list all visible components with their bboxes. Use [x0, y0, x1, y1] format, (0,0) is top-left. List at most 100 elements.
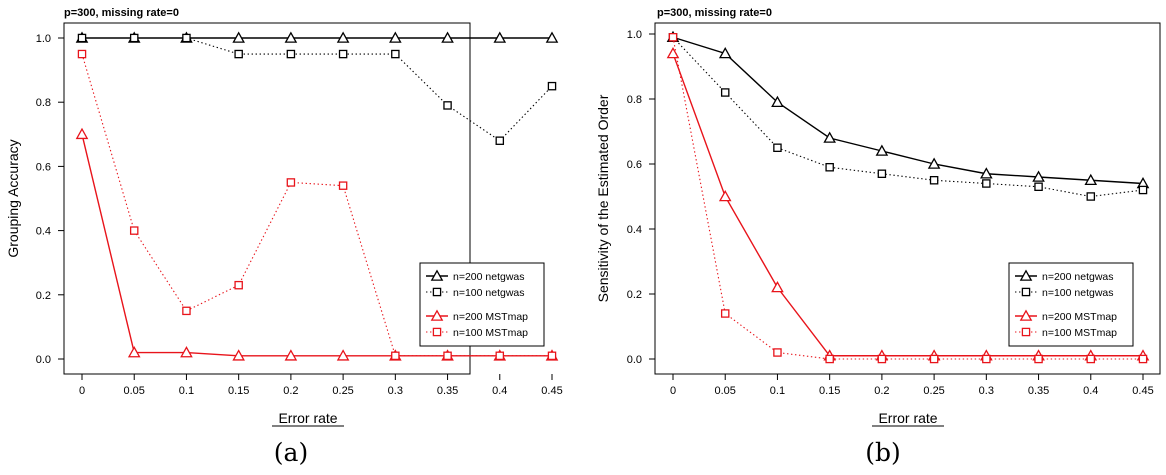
y-tick-label: 0.0	[627, 354, 642, 366]
data-point-square	[877, 354, 887, 364]
series-line	[82, 37, 553, 142]
data-point-square	[286, 178, 296, 187]
legend-label: n=100 MSTmap	[453, 327, 528, 339]
legend-label: n=200 netgwas	[1042, 271, 1114, 283]
x-axis-label: Error rate	[878, 410, 937, 426]
legend-marker-square	[1021, 287, 1031, 297]
legend-item: n=200 netgwas	[1015, 269, 1114, 283]
data-point-triangle	[771, 280, 784, 293]
y-tick-label: 0.6	[627, 159, 642, 171]
data-point-square	[982, 179, 991, 188]
data-point-square	[929, 354, 939, 364]
legend: n=200 netgwas n=100 netgwas n=200 MSTmap n=…	[1008, 262, 1134, 347]
legend-item: n=200 MSTmap	[426, 309, 528, 323]
x-tick-label: 0.25	[332, 385, 353, 397]
data-point-square	[1034, 182, 1043, 191]
data-point-square	[77, 49, 87, 59]
plot-frame	[654, 22, 1161, 375]
x-tick-label: 0.2	[283, 385, 298, 397]
series-n-200-netgwas	[666, 30, 1150, 189]
series-n-200-mstmap	[75, 127, 559, 361]
y-tick-label: 1.0	[627, 29, 642, 41]
y-tick-label: 0.4	[36, 226, 51, 238]
data-point-square	[773, 143, 782, 152]
legend-label: n=200 MSTmap	[453, 311, 528, 323]
panel-caption: (b)	[865, 438, 901, 467]
data-point-triangle	[980, 167, 993, 179]
y-tick-label: 0.2	[627, 289, 642, 301]
legend-item: n=200 netgwas	[426, 269, 525, 283]
chart-title: p=300, missing rate=0	[64, 7, 179, 19]
chart-panel-a: p=300, missing rate=0 0 0.05 0.1 0.15 0.2 0.25…	[5, 7, 563, 467]
x-tick-label: 0.2	[874, 385, 889, 397]
legend-marker-square	[432, 327, 442, 337]
legend-item: n=200 MSTmap	[1015, 309, 1117, 323]
y-axis-label: Grouping Accuracy	[5, 139, 21, 257]
data-point-square	[338, 49, 348, 59]
legend-item: n=100 netgwas	[426, 287, 525, 299]
legend-marker-triangle	[430, 309, 444, 321]
data-point-square	[182, 306, 191, 316]
legend-marker-triangle	[1019, 269, 1033, 281]
plot-frame	[63, 22, 471, 375]
data-point-triangle	[666, 46, 680, 59]
data-point-triangle	[823, 131, 836, 143]
data-point-triangle	[1084, 173, 1098, 186]
data-point-square	[825, 162, 834, 172]
x-tick-label: 0.15	[228, 385, 249, 397]
x-tick-label: 0.35	[437, 385, 458, 397]
y-axis-label: Sensitivity of the Estimated Order	[595, 94, 611, 302]
data-point-square	[129, 226, 139, 235]
data-point-triangle	[771, 95, 784, 108]
series-n-100-mstmap	[77, 49, 557, 361]
series-n-200-netgwas	[75, 31, 559, 43]
data-point-square	[495, 136, 505, 145]
data-point-square	[668, 33, 678, 42]
data-point-square	[234, 49, 243, 59]
x-tick-label: 0.4	[492, 385, 507, 397]
data-point-square	[234, 280, 243, 290]
y-tick-label: 0.2	[36, 290, 51, 302]
x-tick-label: 0.05	[124, 385, 145, 397]
data-point-square	[286, 49, 296, 59]
data-point-triangle	[232, 349, 245, 361]
y-tick-label: 0.8	[36, 97, 51, 109]
data-point-triangle	[389, 31, 402, 43]
chart-title: p=300, missing rate=0	[657, 7, 772, 19]
x-tick-label: 0.05	[715, 385, 736, 397]
data-point-square	[547, 81, 557, 91]
series-line	[672, 36, 1144, 198]
data-point-square	[877, 169, 887, 178]
legend-item: n=100 netgwas	[1015, 287, 1114, 299]
legend-label: n=100 netgwas	[453, 287, 525, 299]
data-point-square	[929, 175, 939, 185]
x-tick-label: 0.15	[819, 385, 840, 397]
series-line	[672, 36, 1144, 185]
data-point-square	[443, 101, 452, 110]
data-point-square	[982, 354, 991, 364]
x-tick-label: 0.45	[541, 385, 562, 397]
legend-marker-square	[432, 287, 442, 297]
legend-label: n=200 netgwas	[453, 271, 525, 283]
legend-label: n=100 netgwas	[1042, 287, 1114, 299]
y-tick-label: 1.0	[36, 33, 51, 45]
data-point-square	[1086, 354, 1096, 364]
x-tick-label: 0.25	[923, 385, 944, 397]
data-point-square	[1086, 192, 1096, 201]
x-tick-label: 0.4	[1083, 385, 1098, 397]
data-point-triangle	[284, 31, 298, 43]
data-point-triangle	[493, 31, 507, 43]
data-point-square	[1034, 354, 1043, 364]
data-point-square	[773, 348, 782, 357]
x-tick-label: 0.45	[1132, 385, 1153, 397]
x-tick-label: 0.1	[179, 385, 194, 397]
y-tick-label: 0.6	[36, 161, 51, 173]
series-n-100-netgwas	[77, 33, 557, 145]
series-line	[672, 53, 1143, 357]
legend-item: n=100 MSTmap	[1015, 327, 1117, 339]
data-point-square	[1138, 354, 1148, 364]
series-n-100-mstmap	[668, 33, 1148, 364]
data-point-square	[720, 88, 730, 97]
data-point-triangle	[127, 346, 141, 358]
